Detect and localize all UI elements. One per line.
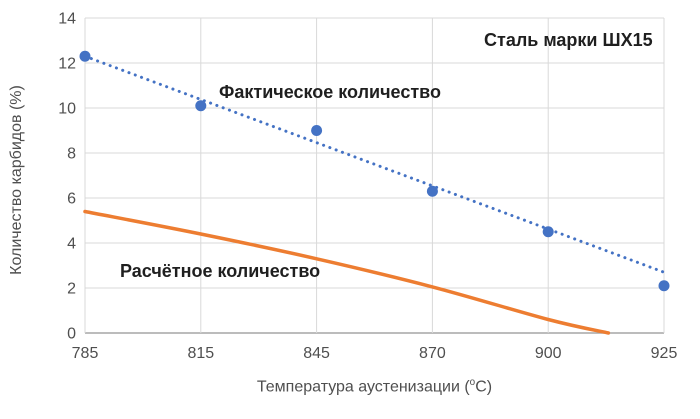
y-tick-labels: 0 2 4 6 8 10 12 14 (58, 11, 76, 343)
data-point (426, 185, 438, 197)
y-tick-label: 0 (67, 326, 76, 343)
data-point (542, 226, 554, 238)
annotation-actual-quantity: Фактическое количество (219, 82, 441, 102)
y-tick-label: 4 (67, 236, 76, 253)
x-tick-label: 925 (651, 345, 678, 362)
x-tick-label: 815 (187, 345, 214, 362)
data-point (79, 50, 91, 62)
data-point (311, 125, 323, 136)
y-tick-label: 6 (67, 191, 76, 208)
x-tick-label: 870 (419, 345, 446, 362)
x-axis-title: Температура аустенизации (оС) (85, 377, 664, 396)
x-axis-title-main: Температура аустенизации ( (256, 378, 470, 396)
y-tick-label: 2 (67, 281, 76, 298)
data-point (658, 280, 670, 292)
x-tick-labels: 785 815 845 870 900 925 (72, 345, 678, 362)
annotation-calculated-quantity: Расчётное количество (120, 261, 321, 281)
x-tick-label: 785 (72, 345, 99, 362)
series-actual-trendline (83, 54, 666, 274)
x-tick-label: 900 (535, 345, 562, 362)
y-tick-label: 8 (67, 146, 76, 163)
y-tick-label: 10 (58, 101, 76, 118)
x-tick-label: 845 (303, 345, 330, 362)
series-actual-points (79, 50, 670, 292)
series-calculated-line (83, 209, 611, 335)
x-axis-title-degree: о (469, 377, 476, 388)
gridlines (84, 17, 665, 334)
y-tick-label: 14 (58, 11, 76, 28)
y-tick-label: 12 (58, 56, 76, 73)
annotation-steel-grade: Сталь марки ШХ15 (484, 30, 653, 50)
data-point (195, 100, 207, 112)
y-axis-title: Количество карбидов (%) (8, 85, 25, 275)
x-axis-title-end: С) (475, 378, 493, 396)
